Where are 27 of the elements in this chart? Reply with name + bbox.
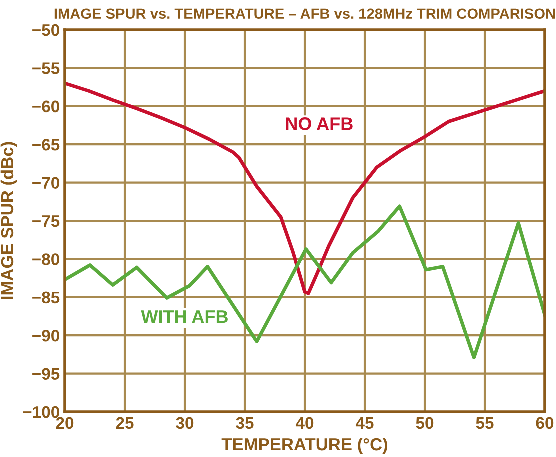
x-tick-label: 25 [116, 417, 134, 430]
y-tick-label: −60 [32, 100, 60, 113]
y-tick-label: −75 [32, 216, 60, 228]
x-tick-label: 60 [536, 417, 554, 430]
x-tick-label: 45 [356, 417, 374, 430]
line-series [65, 82, 545, 296]
x-tick-label: 55 [476, 417, 494, 430]
y-tick-label: −70 [32, 177, 60, 190]
line-series [65, 204, 545, 360]
x-tick-label: 35 [236, 417, 254, 430]
x-axis-title: TEMPERATURE (°C) [222, 438, 388, 454]
y-tick-label: −95 [32, 368, 60, 380]
x-tick-label: 50 [416, 417, 434, 430]
y-axis-title: IMAGE SPUR (dBc) [0, 142, 18, 300]
chart-title: IMAGE SPUR vs. TEMPERATURE – AFB vs. 128MHz TRIM COMPARISON [54, 8, 556, 20]
y-tick-label: −50 [32, 24, 60, 36]
y-tick-label: −55 [32, 62, 60, 74]
y-tick-label: −90 [32, 330, 60, 342]
y-tick-label: −100 [23, 406, 60, 418]
y-tick-label: −80 [32, 254, 60, 266]
x-tick-label: 30 [176, 417, 194, 430]
series-label: WITH AFB [141, 310, 228, 324]
x-tick-label: 40 [296, 417, 314, 430]
y-tick-label: −85 [32, 292, 60, 304]
x-tick-label: 20 [56, 417, 74, 430]
text: NO AFB [286, 118, 353, 130]
y-tick-label: −65 [32, 139, 60, 151]
